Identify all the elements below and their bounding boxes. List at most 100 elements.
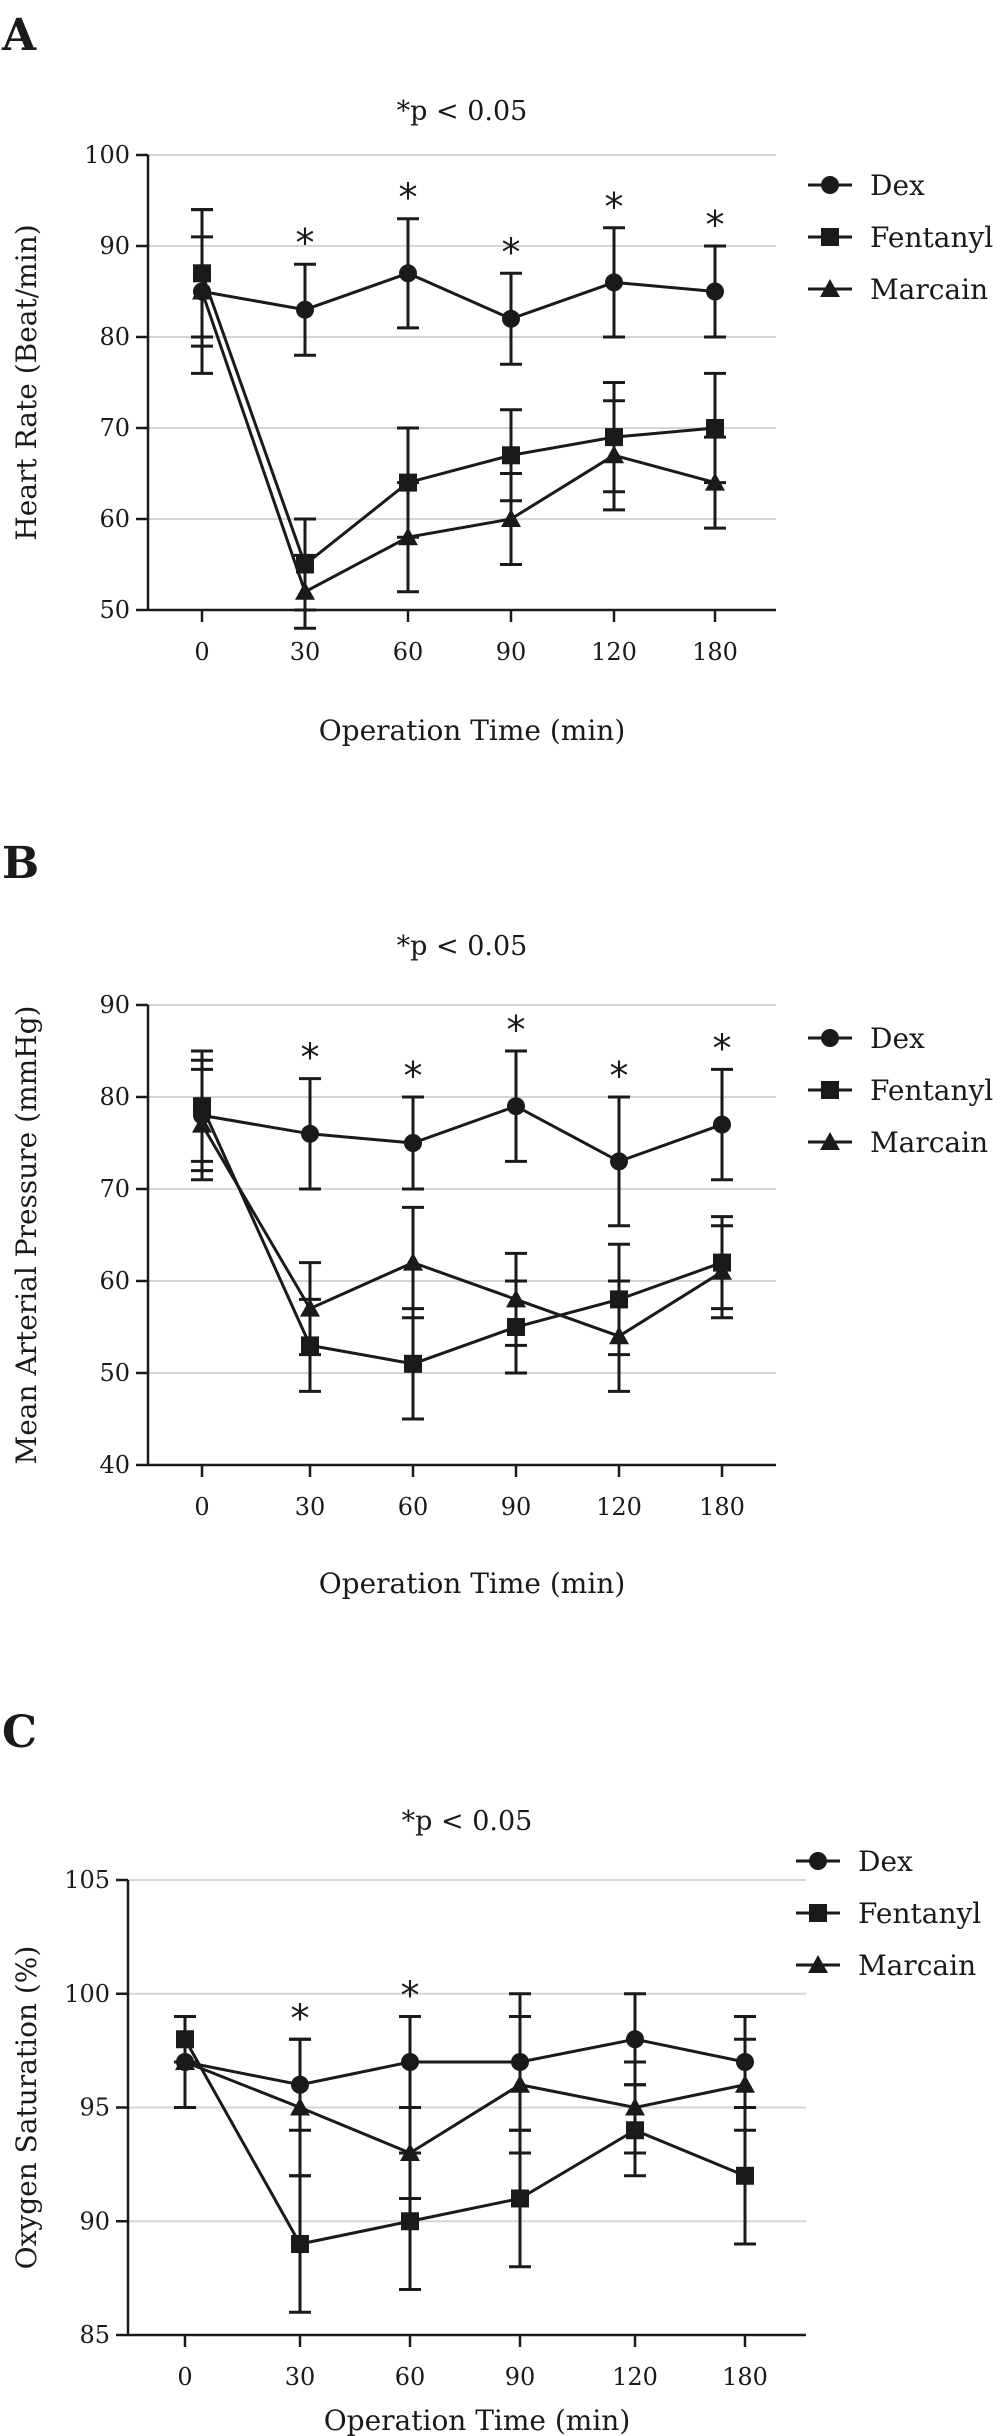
series-marcain <box>191 1067 733 1393</box>
legend-label: Marcain <box>858 1949 976 1982</box>
panel-letter: C <box>2 1707 37 1758</box>
series-dex <box>191 1049 733 1228</box>
legend-label: Marcain <box>870 1126 988 1159</box>
legend-item-fentanyl: Fentanyl <box>808 221 993 254</box>
series-dex <box>174 1992 756 2132</box>
legend-item-fentanyl: Fentanyl <box>796 1897 981 1930</box>
significance-star: * <box>301 1036 320 1080</box>
data-point-triangle <box>295 581 315 600</box>
x-tick-label: 180 <box>699 1493 745 1521</box>
legend: Dex Fentanyl Marcain <box>796 1845 981 1982</box>
y-axis-title: Mean Arterial Pressure (mmHg) <box>10 1006 43 1465</box>
y-tick-label: 80 <box>99 1083 130 1111</box>
data-point-square <box>511 2189 529 2208</box>
data-point-triangle <box>712 1261 732 1280</box>
y-axis-title: Oxygen Saturation (%) <box>10 1946 43 2270</box>
data-point-circle <box>605 273 623 292</box>
series-line <box>200 272 716 567</box>
data-point-triangle <box>604 445 624 464</box>
data-point-triangle <box>398 527 418 546</box>
legend-marker-circle <box>821 176 839 194</box>
significance-star: * <box>610 1054 629 1098</box>
y-tick-label: 85 <box>79 2321 110 2349</box>
y-tick-label: 50 <box>99 1359 130 1387</box>
data-point-square <box>401 2212 419 2231</box>
significance-star: * <box>404 1054 423 1098</box>
x-tick-label: 60 <box>395 2363 426 2391</box>
data-point-triangle <box>735 2074 755 2093</box>
x-tick-label: 90 <box>505 2363 536 2391</box>
x-tick-label: 120 <box>612 2363 658 2391</box>
series-line <box>200 1105 723 1366</box>
data-point-circle <box>301 1124 319 1143</box>
series-line <box>200 291 716 594</box>
y-tick-label: 60 <box>99 505 130 533</box>
data-point-triangle <box>192 1114 212 1133</box>
data-point-triangle <box>403 1252 423 1271</box>
legend-label: Fentanyl <box>858 1897 981 1930</box>
legend-marker-triangle <box>820 1132 840 1150</box>
legend: Dex Fentanyl Marcain <box>808 1022 993 1159</box>
data-point-circle <box>399 264 417 283</box>
panel-letter: A <box>1 10 37 61</box>
data-point-triangle <box>510 2074 530 2093</box>
legend-marker-circle <box>821 1029 839 1047</box>
y-tick-label: 70 <box>99 1175 130 1203</box>
legend-item-dex: Dex <box>808 1022 925 1055</box>
panel-letter: B <box>2 838 39 889</box>
x-tick-label: 30 <box>290 638 321 666</box>
y-tick-label: 70 <box>99 414 130 442</box>
x-tick-label: 90 <box>496 638 527 666</box>
legend-item-fentanyl: Fentanyl <box>808 1074 993 1107</box>
data-point-circle <box>713 1115 731 1134</box>
x-tick-label: 30 <box>295 1493 326 1521</box>
y-tick-label: 90 <box>99 232 130 260</box>
significance-note: *p < 0.05 <box>397 931 528 962</box>
significance-note: *p < 0.05 <box>402 1806 533 1837</box>
x-tick-label: 0 <box>194 1493 209 1521</box>
data-point-square <box>706 419 724 437</box>
y-axis-title: Heart Rate (Beat/min) <box>10 224 43 540</box>
legend-item-marcain: Marcain <box>796 1949 976 1982</box>
y-tick-label: 100 <box>84 141 130 169</box>
data-point-square <box>291 2235 309 2253</box>
legend-item-marcain: Marcain <box>808 273 988 306</box>
series-marcain <box>191 208 726 630</box>
significance-star: * <box>713 1026 732 1070</box>
y-tick-label: 105 <box>64 1866 110 1894</box>
series-fentanyl <box>191 1049 733 1421</box>
data-point-triangle <box>290 2097 310 2116</box>
legend-item-marcain: Marcain <box>808 1126 988 1159</box>
legend-label: Dex <box>870 169 925 202</box>
x-tick-label: 0 <box>194 638 209 666</box>
data-point-circle <box>706 282 724 301</box>
series-line <box>184 2060 746 2155</box>
legend-label: Marcain <box>870 273 988 306</box>
legend-marker-square <box>821 228 839 246</box>
data-point-triangle <box>501 509 521 527</box>
y-tick-label: 100 <box>64 1980 110 2008</box>
data-point-triangle <box>400 2143 420 2161</box>
x-tick-label: 120 <box>591 638 637 666</box>
series-fentanyl <box>191 208 726 612</box>
data-point-triangle <box>175 2052 195 2070</box>
y-tick-label: 90 <box>79 2207 110 2235</box>
data-point-triangle <box>609 1326 629 1345</box>
data-point-triangle <box>192 281 212 300</box>
data-point-triangle <box>506 1289 526 1308</box>
x-axis-title: Operation Time (min) <box>319 714 626 747</box>
legend-marker-triangle <box>820 279 840 297</box>
legend-marker-circle <box>809 1852 827 1870</box>
legend: Dex Fentanyl Marcain <box>808 169 993 306</box>
data-point-square <box>502 446 520 465</box>
significance-star: * <box>507 1008 526 1052</box>
legend-marker-square <box>821 1081 839 1099</box>
chart-panel-c: C *p < 0.05 85 90 95 100 105 0 30 60 90 120 180 Opera… <box>2 1707 981 2436</box>
legend-item-dex: Dex <box>808 169 925 202</box>
series-dex <box>191 217 726 366</box>
y-tick-label: 90 <box>99 991 130 1019</box>
data-point-circle <box>502 309 520 328</box>
chart-panel-a: A *p < 0.05 50 60 70 80 90 100 0 30 60 90 120 180 Oper… <box>1 10 993 747</box>
data-point-triangle <box>300 1298 320 1317</box>
